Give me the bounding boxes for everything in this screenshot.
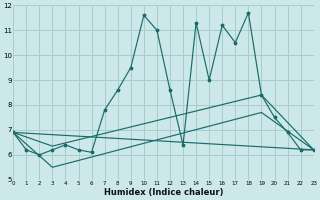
X-axis label: Humidex (Indice chaleur): Humidex (Indice chaleur) <box>104 188 223 197</box>
